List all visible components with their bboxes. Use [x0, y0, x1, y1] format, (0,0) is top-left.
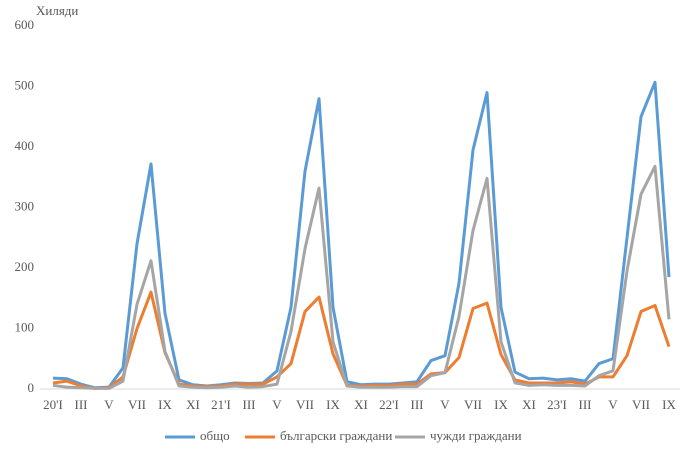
x-tick-label: VII: [296, 397, 314, 412]
x-tick-label: IX: [326, 397, 340, 412]
x-tick-label: 23'I: [547, 397, 567, 412]
x-tick-label: III: [243, 397, 256, 412]
legend-label: чужди граждани: [430, 428, 522, 443]
x-tick-label: V: [608, 397, 618, 412]
x-tick-label: VII: [464, 397, 482, 412]
x-tick-label: III: [75, 397, 88, 412]
x-tick-label: XI: [354, 397, 368, 412]
series-line: [52, 164, 671, 390]
x-tick-label: V: [272, 397, 282, 412]
series-line: [52, 290, 671, 390]
x-tick-label: IX: [494, 397, 508, 412]
y-tick-label: 400: [15, 138, 35, 153]
y-tick-label: 0: [28, 380, 35, 395]
y-tick-label: 300: [15, 198, 35, 213]
x-tick-label: V: [440, 397, 450, 412]
series-line: [52, 80, 671, 390]
x-tick-label: 21'I: [211, 397, 231, 412]
x-tick-label: VII: [632, 397, 650, 412]
x-tick-label: 20'I: [43, 397, 63, 412]
x-tick-label: III: [579, 397, 592, 412]
x-tick-label: V: [104, 397, 114, 412]
x-tick-label: 22'I: [379, 397, 399, 412]
legend-label: общо: [200, 428, 230, 443]
legend-label: български граждани: [280, 428, 392, 443]
x-tick-label: III: [411, 397, 424, 412]
x-tick-label: XI: [186, 397, 200, 412]
x-tick-label: IX: [662, 397, 676, 412]
x-tick-label: VII: [128, 397, 146, 412]
y-axis-label: Хиляди: [36, 3, 78, 18]
y-tick-label: 100: [15, 319, 35, 334]
y-tick-label: 600: [15, 17, 35, 32]
x-tick-label: XI: [522, 397, 536, 412]
y-tick-label: 200: [15, 259, 35, 274]
x-tick-label: IX: [158, 397, 172, 412]
y-tick-label: 500: [15, 77, 35, 92]
